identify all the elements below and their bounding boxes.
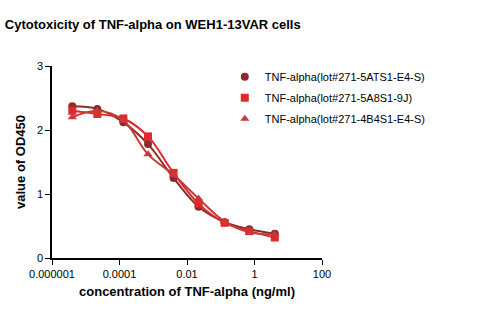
svg-text:1: 1 — [37, 188, 43, 200]
svg-text:2: 2 — [37, 124, 43, 136]
svg-text:concentration of TNF-alpha (ng: concentration of TNF-alpha (ng/ml) — [79, 284, 295, 299]
svg-text:TNF-alpha(lot#271-4B4S1-E4-S): TNF-alpha(lot#271-4B4S1-E4-S) — [265, 113, 425, 125]
svg-text:0.0001: 0.0001 — [103, 268, 137, 280]
svg-text:0: 0 — [37, 252, 43, 264]
svg-text:0.01: 0.01 — [176, 268, 197, 280]
svg-text:TNF-alpha(lot#271-5A8S1-9J): TNF-alpha(lot#271-5A8S1-9J) — [265, 92, 412, 104]
svg-text:100: 100 — [313, 268, 331, 280]
svg-text:3: 3 — [37, 60, 43, 72]
svg-text:1: 1 — [251, 268, 257, 280]
svg-text:value of OD450: value of OD450 — [13, 115, 28, 209]
svg-text:0.000001: 0.000001 — [29, 268, 75, 280]
svg-text:Cytotoxicity of TNF-alpha on W: Cytotoxicity of TNF-alpha on WEH1-13VAR … — [5, 17, 301, 32]
svg-text:TNF-alpha(lot#271-5ATS1-E4-S): TNF-alpha(lot#271-5ATS1-E4-S) — [265, 71, 425, 83]
